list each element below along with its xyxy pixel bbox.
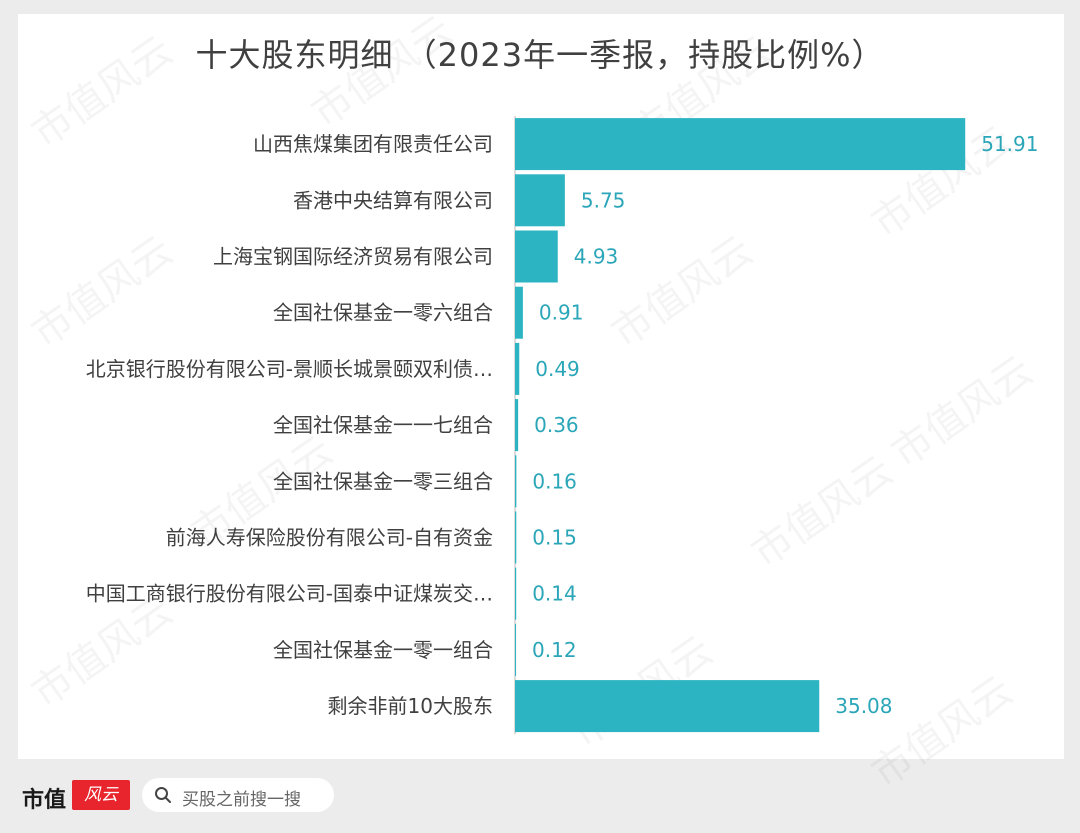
data-label: 0.49 bbox=[535, 357, 580, 381]
category-label: 全国社保基金一一七组合 bbox=[273, 413, 493, 437]
search-placeholder: 买股之前搜一搜 bbox=[182, 790, 301, 810]
category-label: 中国工商银行股份有限公司-国泰中证煤炭交… bbox=[86, 582, 493, 606]
bar bbox=[515, 511, 517, 564]
bar bbox=[515, 455, 517, 508]
bar bbox=[515, 680, 820, 733]
bar bbox=[515, 230, 558, 283]
category-label: 全国社保基金一零六组合 bbox=[273, 301, 493, 325]
category-label: 全国社保基金一零三组合 bbox=[273, 469, 493, 493]
data-label: 0.16 bbox=[532, 469, 577, 493]
bar bbox=[515, 567, 517, 620]
bar bbox=[515, 286, 523, 339]
category-label: 北京银行股份有限公司-景顺长城景颐双利债… bbox=[86, 357, 493, 381]
brand-logo-stamp: 风云 bbox=[72, 780, 130, 810]
search-icon bbox=[155, 787, 171, 803]
data-label: 35.08 bbox=[835, 694, 892, 718]
bar bbox=[515, 623, 517, 676]
category-label: 上海宝钢国际经济贸易有限公司 bbox=[213, 245, 493, 269]
data-label: 0.36 bbox=[534, 413, 579, 437]
data-label: 5.75 bbox=[581, 188, 626, 212]
brand-logo: 市值 bbox=[22, 787, 67, 813]
category-label: 香港中央结算有限公司 bbox=[293, 188, 493, 212]
chart-title: 十大股东明细 （2023年一季报，持股比例%） bbox=[195, 36, 885, 74]
category-label: 前海人寿保险股份有限公司-自有资金 bbox=[166, 526, 493, 550]
category-label: 山西焦煤集团有限责任公司 bbox=[253, 132, 493, 156]
search-box[interactable]: 买股之前搜一搜 bbox=[142, 778, 334, 812]
bar bbox=[515, 399, 519, 452]
footer: 市值 风云 买股之前搜一搜 bbox=[0, 768, 1080, 828]
data-label: 0.14 bbox=[532, 582, 577, 606]
data-label: 51.91 bbox=[981, 132, 1038, 156]
bar bbox=[515, 118, 966, 171]
bar bbox=[515, 174, 565, 227]
data-label: 0.91 bbox=[539, 301, 584, 325]
category-label: 剩余非前10大股东 bbox=[328, 694, 493, 718]
bar bbox=[515, 342, 520, 395]
data-label: 4.93 bbox=[574, 245, 619, 269]
bar-chart: 山西焦煤集团有限责任公司 51.91 香港中央结算有限公司 5.75 上海宝钢国际经济贸… bbox=[86, 116, 1038, 735]
data-label: 0.12 bbox=[532, 638, 577, 662]
data-label: 0.15 bbox=[532, 526, 577, 550]
category-label: 全国社保基金一零一组合 bbox=[273, 638, 493, 662]
